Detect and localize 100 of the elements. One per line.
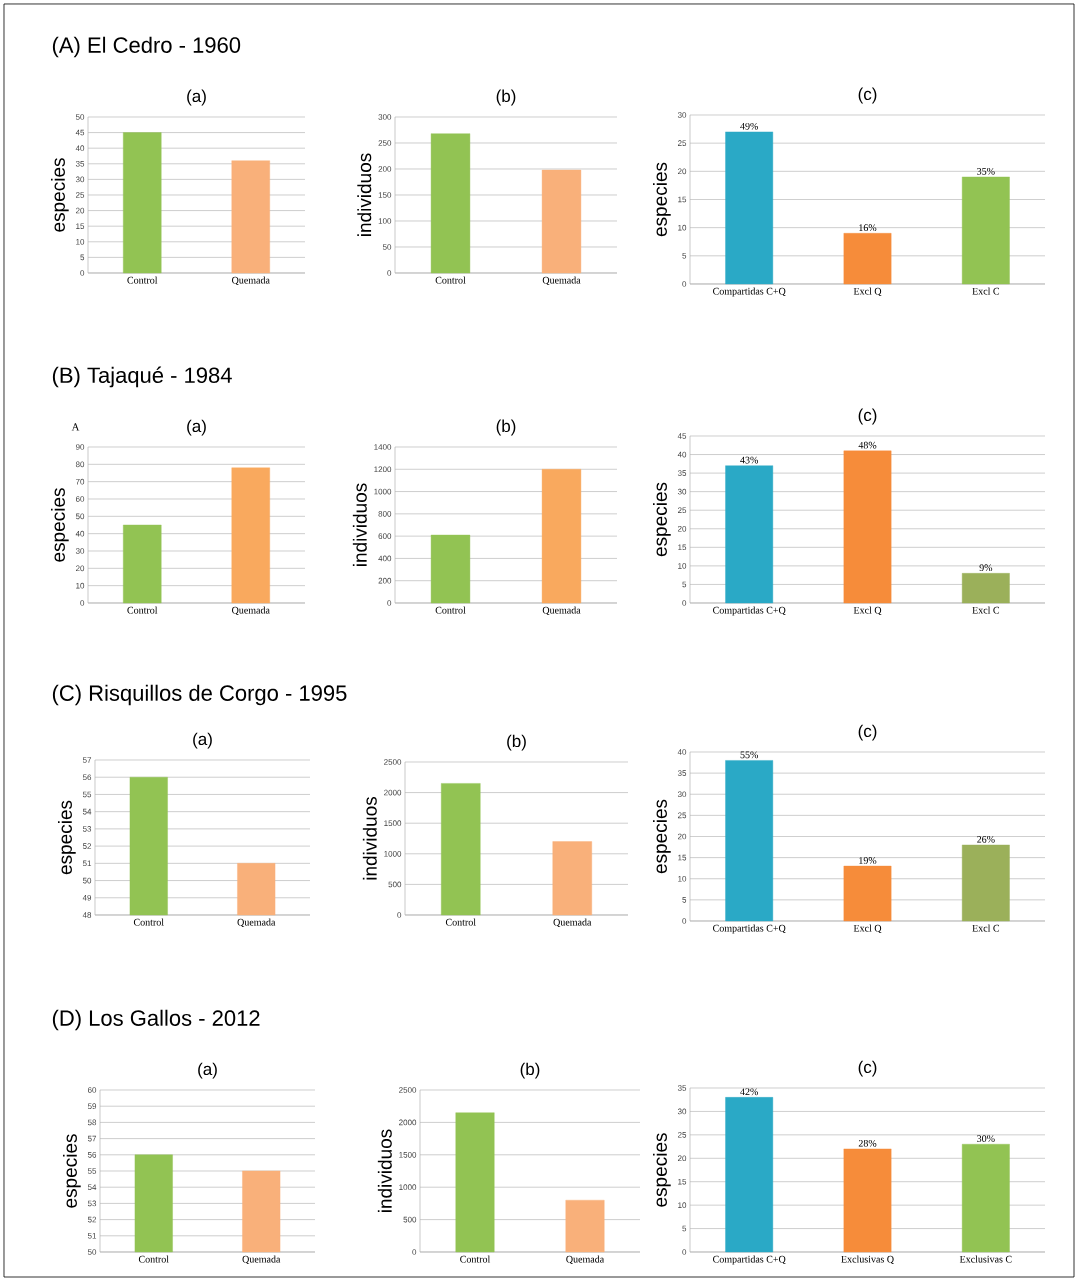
chart-title: (c) bbox=[858, 1060, 877, 1077]
y-tick-label: 10 bbox=[678, 875, 687, 882]
y-axis-title: especies bbox=[50, 158, 69, 232]
y-tick-label: 54 bbox=[87, 1184, 97, 1190]
text: (B) Tajaqué - 1984 bbox=[52, 366, 232, 388]
y-tick-label: 80 bbox=[75, 461, 85, 468]
y-tick-label: 1400 bbox=[374, 444, 392, 450]
y-tick-label: 20 bbox=[677, 1155, 687, 1162]
x-tick-label: Exclusivas C bbox=[959, 1255, 1012, 1263]
y-axis-title: individuos bbox=[377, 1129, 392, 1212]
y-tick-label: 0 bbox=[682, 918, 687, 924]
annotation: 48% bbox=[858, 441, 877, 449]
bar bbox=[843, 450, 892, 604]
bar bbox=[725, 760, 774, 922]
y-tick-label: 0 bbox=[387, 600, 392, 606]
y-tick-label: 2000 bbox=[399, 1119, 417, 1126]
y-tick-label: 300 bbox=[378, 114, 392, 120]
x-tick-label: Control bbox=[460, 1255, 491, 1263]
x-tick-label: Quemada bbox=[232, 276, 270, 286]
annotation: 42% bbox=[740, 1088, 759, 1096]
y-tick-label: 15 bbox=[678, 544, 687, 551]
y-tick-label: 0 bbox=[80, 600, 85, 606]
x-tick-label: Exclusivas Q bbox=[841, 1255, 894, 1265]
y-tick-label: 10 bbox=[76, 582, 85, 589]
y-tick-label: 10 bbox=[76, 238, 85, 245]
bar bbox=[961, 573, 1010, 604]
y-tick-label: 1000 bbox=[384, 850, 402, 857]
y-tick-label: 15 bbox=[678, 1178, 687, 1185]
x-tick-label: Excl Q bbox=[853, 606, 882, 616]
y-tick-label: 20 bbox=[75, 565, 85, 572]
y-tick-label: 56 bbox=[82, 774, 92, 781]
y-axis-title: individuos bbox=[352, 483, 367, 566]
y-tick-label: 51 bbox=[82, 860, 92, 867]
chart-title: (a) bbox=[187, 419, 206, 436]
y-tick-label: 0 bbox=[682, 1249, 687, 1255]
y-axis-title: especies bbox=[653, 482, 671, 557]
x-tick-label: Quemada bbox=[237, 918, 276, 928]
x-tick-label: Quemada bbox=[553, 918, 592, 928]
y-tick-label: 25 bbox=[677, 507, 687, 514]
y-tick-label: 53 bbox=[87, 1200, 97, 1207]
y-tick-label: 1500 bbox=[399, 1151, 417, 1158]
bar bbox=[725, 131, 774, 285]
x-tick-label: Control bbox=[435, 276, 466, 284]
annotation: 16% bbox=[859, 224, 877, 232]
y-tick-label: 35 bbox=[677, 770, 687, 776]
annotation: 43% bbox=[740, 456, 759, 464]
y-tick-label: 45 bbox=[75, 129, 85, 136]
y-tick-label: 50 bbox=[82, 877, 92, 884]
y-tick-label: 50 bbox=[87, 1249, 97, 1255]
y-tick-label: 25 bbox=[75, 192, 85, 198]
chart-title: (c) bbox=[858, 408, 877, 425]
x-tick-label: Control bbox=[127, 276, 158, 284]
y-tick-label: 2500 bbox=[399, 1087, 417, 1093]
bar bbox=[961, 844, 1010, 922]
y-tick-label: 53 bbox=[82, 826, 92, 832]
y-tick-label: 150 bbox=[378, 192, 392, 198]
y-tick-label: 54 bbox=[82, 808, 92, 815]
y-axis-title: especies bbox=[653, 1133, 671, 1207]
y-tick-label: 200 bbox=[378, 166, 392, 172]
y-axis-title: especies bbox=[653, 799, 671, 874]
y-tick-label: 70 bbox=[75, 478, 85, 485]
x-tick-label: Compartidas C+Q bbox=[713, 924, 786, 934]
y-tick-label: 10 bbox=[678, 1202, 687, 1208]
y-tick-label: 25 bbox=[677, 812, 687, 819]
y-tick-label: 50 bbox=[75, 513, 85, 520]
x-tick-label: Control bbox=[435, 606, 466, 614]
y-tick-label: 35 bbox=[75, 160, 85, 167]
y-tick-label: 55 bbox=[87, 1168, 97, 1174]
y-tick-label: 30 bbox=[677, 791, 687, 798]
y-tick-label: 20 bbox=[677, 168, 687, 175]
y-tick-label: 5 bbox=[80, 254, 85, 261]
text: (C) Risquillos de Corgo - 1995 bbox=[52, 684, 347, 706]
y-tick-label: 200 bbox=[378, 577, 392, 584]
y-tick-label: 30 bbox=[75, 548, 85, 554]
chart-title: (b) bbox=[520, 1062, 540, 1079]
y-tick-label: 0 bbox=[412, 1249, 417, 1255]
y-tick-label: 20 bbox=[677, 833, 687, 840]
y-tick-label: 50 bbox=[75, 114, 85, 120]
y-tick-label: 20 bbox=[75, 207, 85, 214]
bar bbox=[961, 1144, 1010, 1253]
y-tick-label: 59 bbox=[87, 1103, 97, 1110]
y-tick-label: 40 bbox=[677, 749, 687, 755]
y-tick-label: 48 bbox=[82, 912, 92, 918]
y-tick-label: 58 bbox=[87, 1119, 97, 1126]
y-tick-label: 0 bbox=[80, 270, 85, 276]
chart-title: (a) bbox=[187, 89, 206, 106]
annotation: 30% bbox=[977, 1135, 995, 1143]
y-tick-label: 30 bbox=[75, 176, 85, 183]
chart-title: (c) bbox=[858, 87, 877, 104]
y-tick-label: 0 bbox=[682, 600, 687, 606]
x-tick-label: Compartidas C+Q bbox=[713, 1255, 786, 1265]
x-tick-label: Quemada bbox=[232, 606, 270, 616]
y-tick-label: 30 bbox=[677, 112, 687, 118]
annotation: 35% bbox=[977, 167, 995, 175]
y-tick-label: 250 bbox=[378, 140, 392, 146]
annotation: 28% bbox=[858, 1139, 877, 1147]
text: (D) Los Gallos - 2012 bbox=[52, 1009, 260, 1031]
y-tick-label: 52 bbox=[82, 843, 92, 849]
chart-title: (b) bbox=[496, 419, 516, 436]
bar bbox=[843, 233, 892, 285]
